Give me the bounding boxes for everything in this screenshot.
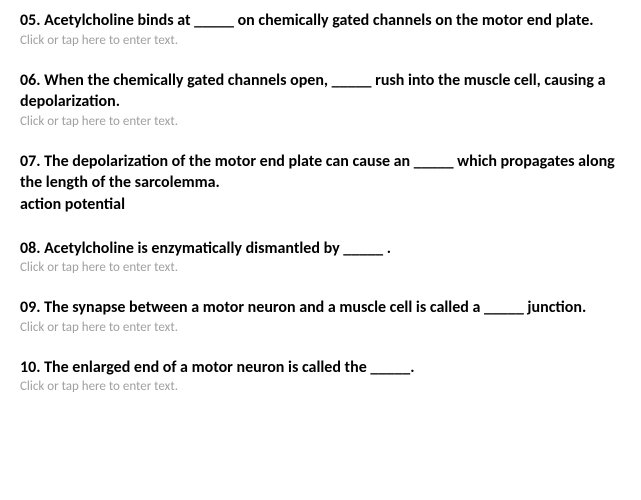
question-block-08: 08. Acetylcholine is enzymatically disma… (20, 238, 621, 276)
question-text-05: 05. Acetylcholine binds at _____ on chem… (20, 10, 621, 32)
answer-input-wrapper-09 (20, 320, 621, 335)
answer-input-wrapper-10 (20, 379, 621, 394)
question-text-09: 09. The synapse between a motor neuron a… (20, 297, 621, 319)
answer-input-05[interactable] (20, 33, 621, 48)
answer-input-wrapper-06 (20, 114, 621, 129)
question-block-06: 06. When the chemically gated channels o… (20, 70, 621, 129)
question-text-07: 07. The depolarization of the motor end … (20, 151, 621, 194)
question-block-10: 10. The enlarged end of a motor neuron i… (20, 357, 621, 395)
answer-input-wrapper-08 (20, 260, 621, 275)
question-text-10: 10. The enlarged end of a motor neuron i… (20, 357, 621, 379)
question-block-09: 09. The synapse between a motor neuron a… (20, 297, 621, 335)
answer-input-08[interactable] (20, 260, 621, 275)
answer-input-10[interactable] (20, 379, 621, 394)
questions-container: 05. Acetylcholine binds at _____ on chem… (20, 10, 621, 394)
question-block-07: 07. The depolarization of the motor end … (20, 151, 621, 216)
question-text-06: 06. When the chemically gated channels o… (20, 70, 621, 113)
question-text-08: 08. Acetylcholine is enzymatically disma… (20, 238, 621, 260)
answer-input-09[interactable] (20, 320, 621, 335)
question-block-05: 05. Acetylcholine binds at _____ on chem… (20, 10, 621, 48)
answer-input-wrapper-05 (20, 33, 621, 48)
answer-text-07: action potential (20, 194, 621, 216)
answer-input-06[interactable] (20, 114, 621, 129)
